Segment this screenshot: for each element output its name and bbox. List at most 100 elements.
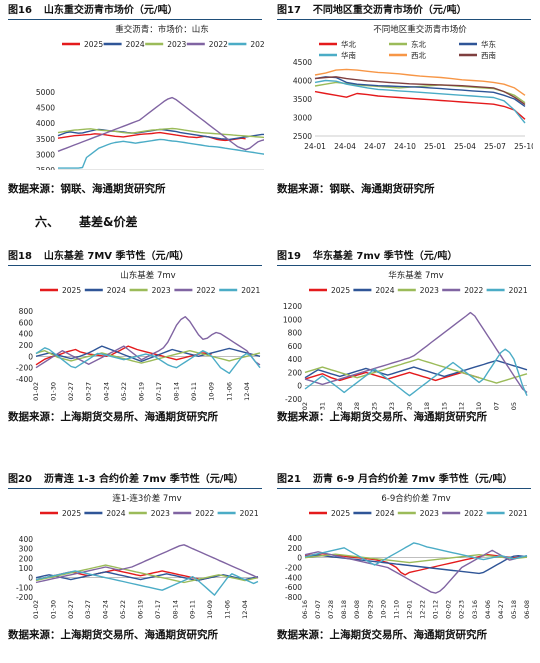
figure-17-title: 不同地区重交沥青市场价（元/吨） <box>312 5 467 16</box>
x-tick-label: 09-12 <box>458 402 466 410</box>
legend-label: 2023 <box>420 509 439 518</box>
y-tick-label: 1000 <box>283 315 302 324</box>
x-tick-label: 06-19 <box>136 600 144 619</box>
series-line-2023 <box>304 358 528 384</box>
figure-16-title: 山东重交沥青市场价（元/吨） <box>43 5 178 16</box>
x-tick-label: 08-18 <box>340 600 348 619</box>
y-tick-label: -800 <box>285 593 302 602</box>
figure-18-title: 山东基差 7MV 季节性（元/吨） <box>43 251 190 262</box>
legend-label: 2025 <box>62 286 81 295</box>
y-tick-label: -600 <box>285 583 302 592</box>
series-line-华东 <box>314 76 526 107</box>
x-tick-label: 02-28 <box>336 402 344 410</box>
x-tick-label: 05-22 <box>120 382 128 401</box>
y-tick-label: 3500 <box>36 135 55 144</box>
y-tick-label: 0 <box>28 352 33 361</box>
x-tick-label: 07-18 <box>423 402 431 410</box>
chart-title: 重交沥青：市场价：山东 <box>115 24 209 35</box>
y-tick-label: 2500 <box>293 132 312 141</box>
x-tick-label: 07-07 <box>314 600 322 619</box>
series-line-2023 <box>304 553 528 564</box>
figure-20-source: 数据来源：上海期货交易所、海通期货研究所 <box>8 629 218 641</box>
legend-label: 2024 <box>107 286 126 295</box>
x-tick-label: 12-22 <box>419 600 427 619</box>
y-tick-label: 4500 <box>293 58 312 67</box>
y-tick-label: 3000 <box>36 150 55 159</box>
section-title: 基差&价差 <box>79 215 138 229</box>
figure-20-title: 沥青连 1-3 合约价差 7mv 季节性（元/吨） <box>43 474 244 485</box>
figure-17-source: 数据来源：钢联、海通期货研究所 <box>277 183 435 195</box>
x-tick-label: 03-27 <box>84 600 92 619</box>
x-tick-label: 04-24 <box>102 600 110 619</box>
y-tick-label: 800 <box>19 307 34 316</box>
figure-18-caption: 图18 山东基差 7MV 季节性（元/吨） <box>8 249 262 266</box>
x-tick-label: 01-31 <box>318 402 326 410</box>
x-tick-label: 10-20 <box>379 600 387 619</box>
x-tick-label: 11-06 <box>224 600 232 619</box>
x-tick-label: 04-06 <box>484 600 492 619</box>
x-tick-label: 05-18 <box>510 600 518 619</box>
figure-21-number: 图21 <box>277 474 301 485</box>
legend-label: 2023 <box>420 286 439 295</box>
chart-title: 山东基差 7mv <box>120 270 175 281</box>
legend-label: 2021 <box>241 286 260 295</box>
y-tick-label: -100 <box>16 583 33 592</box>
series-line-2023 <box>57 127 264 139</box>
series-line-2021 <box>304 348 528 397</box>
legend-label: 2023 <box>167 40 186 49</box>
x-tick-label: 06-20 <box>405 402 413 410</box>
x-tick-label: 25-07 <box>484 142 506 151</box>
chart-17: 不同地区重交沥青市场价 华北 东北 华东 华南 西北 西南 2500 3000 3500 4000 4… <box>277 20 533 170</box>
x-tick-label: 09-08 <box>353 600 361 619</box>
y-tick-label: 3000 <box>293 114 312 123</box>
y-tick-label: 800 <box>288 329 303 338</box>
y-tick-label: 4000 <box>293 77 312 86</box>
x-tick-label: 24-07 <box>364 142 386 151</box>
legend-label: 华北 <box>341 39 356 49</box>
y-tick-label: -200 <box>16 364 33 373</box>
chart-20: 连1-连3价差 7mv 2025 2024 2023 2022 2021 -200 -100 0… <box>8 489 264 629</box>
x-tick-label: 05-23 <box>388 402 396 410</box>
y-tick-label: 5000 <box>36 88 55 97</box>
x-tick-label: 02-23 <box>458 600 466 619</box>
series-line-2025 <box>304 371 480 382</box>
legend-label: 2025 <box>331 286 350 295</box>
y-tick-label: 2500 <box>36 166 55 170</box>
series-line-2021 <box>58 138 264 169</box>
x-tick-label: 02-27 <box>67 382 75 401</box>
x-tick-label: 08-15 <box>440 402 448 410</box>
series-line-华北 <box>314 90 526 120</box>
x-tick-label: 01-30 <box>50 382 58 401</box>
x-tick-label: 02-27 <box>67 600 75 619</box>
x-tick-label: 06-19 <box>137 382 145 401</box>
x-tick-label: 12-01 <box>405 600 413 619</box>
y-tick-label: 400 <box>288 534 303 543</box>
series-line-2022 <box>35 544 259 584</box>
y-tick-label: -400 <box>16 375 33 384</box>
x-tick-label: 06-16 <box>301 600 309 619</box>
x-tick-label: 11-10 <box>392 600 400 619</box>
legend-label: 2022 <box>209 40 228 49</box>
series-line-2024 <box>304 359 528 379</box>
series-line-2024 <box>35 345 261 363</box>
series-line-西北 <box>314 68 526 96</box>
x-tick-label: 05-22 <box>119 600 127 619</box>
legend-label: 2023 <box>152 286 171 295</box>
x-tick-label: 04-25 <box>371 402 379 410</box>
legend-label: 2021 <box>509 509 528 518</box>
chart-svg: 山东基差 7mv 2025 2024 2023 2022 2021 -400 -200 0 200… <box>16 270 261 401</box>
y-tick-label: 0 <box>297 382 302 391</box>
legend-label: 2022 <box>195 509 214 518</box>
y-tick-label: 1200 <box>283 302 302 311</box>
y-tick-label: 4500 <box>36 104 55 113</box>
y-tick-label: -400 <box>285 573 302 582</box>
series-line-华南 <box>314 79 526 124</box>
legend-label: 2021 <box>240 509 259 518</box>
section-number: 六、 <box>35 215 60 229</box>
x-tick-label: 01-02 <box>301 402 309 410</box>
x-tick-label: 24-04 <box>334 142 356 151</box>
legend-label: 2024 <box>375 286 394 295</box>
series-line-2021 <box>35 570 259 596</box>
legend-label: 2024 <box>126 40 145 49</box>
